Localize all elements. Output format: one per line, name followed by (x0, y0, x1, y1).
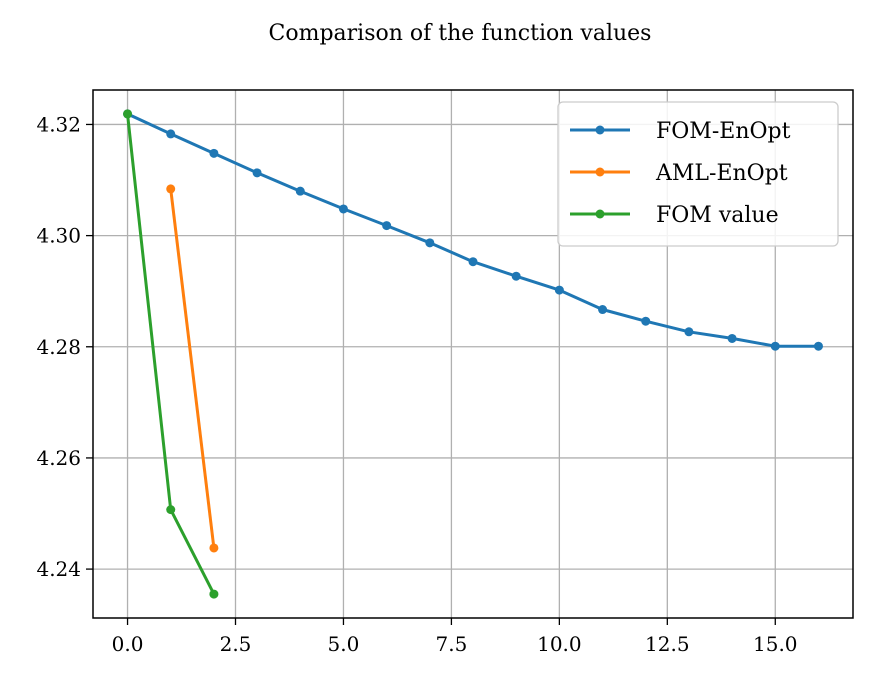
data-point-fom-enopt (770, 341, 780, 351)
x-tick-label: 5.0 (328, 632, 360, 656)
x-tick-label: 7.5 (436, 632, 468, 656)
legend-label-fom-enopt: FOM-EnOpt (656, 119, 791, 144)
data-point-fom-enopt (338, 204, 348, 214)
data-point-fom-value (123, 109, 133, 119)
legend-label-aml-enopt: AML-EnOpt (655, 161, 788, 186)
y-tick-label: 4.26 (36, 446, 81, 470)
legend-marker-fom-enopt (595, 125, 605, 135)
data-point-fom-enopt (727, 333, 737, 343)
data-point-fom-value (209, 589, 219, 599)
data-point-fom-enopt (295, 186, 305, 196)
data-point-aml-enopt (209, 543, 219, 553)
axis-ticks: 0.0 2.5 5.0 7.5 10.0 12.5 15.0 4.24 4.26 4.28 4.30… (36, 112, 797, 656)
data-point-fom-enopt (468, 257, 478, 267)
series-line-aml-enopt (169, 188, 216, 549)
legend-label-fom-value: FOM value (656, 203, 779, 228)
data-point-fom-enopt (554, 285, 564, 295)
legend: FOM-EnOpt AML-EnOpt FOM value (557, 101, 839, 247)
series-aml-enopt (166, 184, 219, 553)
data-point-fom-enopt (813, 341, 823, 351)
y-tick-label: 4.30 (36, 224, 81, 248)
y-tick-label: 4.28 (36, 335, 81, 359)
chart-title: Comparison of the function values (269, 21, 652, 46)
data-point-fom-enopt (425, 238, 435, 248)
data-point-fom-enopt (641, 316, 651, 326)
data-point-fom-enopt (684, 327, 694, 337)
series-fom-value (123, 109, 219, 599)
series-layer (123, 109, 823, 599)
x-tick-label: 0.0 (112, 632, 144, 656)
data-point-fom-enopt (382, 221, 392, 231)
data-point-fom-enopt (511, 271, 521, 281)
legend-marker-aml-enopt (595, 167, 605, 177)
plot-frame (92, 89, 854, 619)
y-tick-label: 4.32 (36, 112, 81, 136)
data-point-fom-value (166, 505, 176, 515)
legend-marker-fom-value (595, 209, 605, 219)
x-tick-label: 15.0 (753, 632, 798, 656)
legend-box (557, 101, 839, 247)
y-tick-label: 4.24 (36, 557, 81, 581)
data-point-fom-enopt (166, 129, 176, 139)
x-tick-label: 2.5 (220, 632, 252, 656)
data-point-fom-enopt (209, 148, 219, 158)
data-point-fom-enopt (598, 305, 608, 315)
data-point-aml-enopt (166, 184, 176, 194)
x-tick-label: 10.0 (537, 632, 582, 656)
x-tick-label: 12.5 (645, 632, 690, 656)
data-point-fom-enopt (252, 168, 262, 178)
